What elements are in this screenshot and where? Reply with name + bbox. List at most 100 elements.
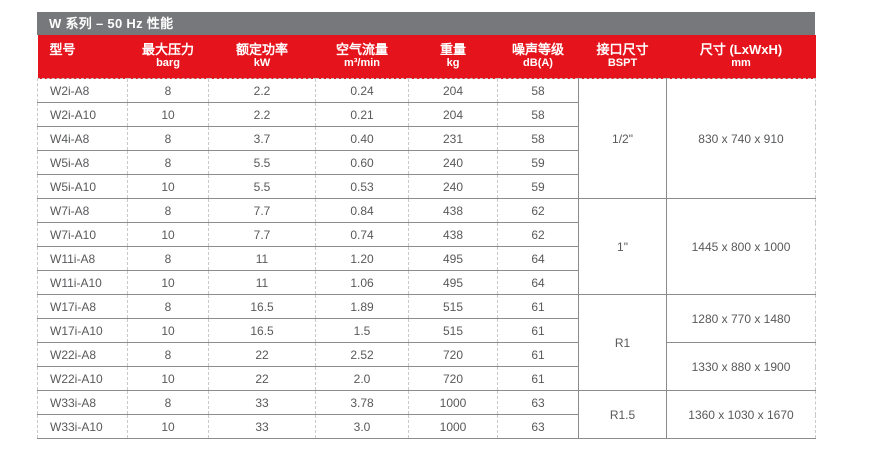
airflow-cell: 3.0 [315,414,409,439]
pressure-cell: 8 [127,150,209,175]
power-cell: 3.7 [208,126,316,151]
pressure-cell: 8 [127,294,209,319]
model-cell: W4i-A8 [37,126,128,151]
column-label: 尺寸 (LxWxH) [699,42,783,57]
noise-cell: 59 [497,174,579,199]
noise-cell: 58 [497,102,579,127]
connection-size-cell: 1/2" [578,78,667,199]
table-row: W17i-A8 8 16.5 1.89 515 61 R1 1280 x 770 x 1480 [37,294,816,391]
model-cell: W2i-A8 [37,78,128,103]
weight-cell: 204 [408,102,498,127]
column-header-connection: 接口尺寸 BSPT [578,35,667,79]
weight-cell: 515 [408,318,498,343]
power-cell: 16.5 [208,318,316,343]
connection-size-cell: R1.5 [578,390,667,439]
model-cell: W2i-A10 [37,102,128,127]
power-cell: 7.7 [208,222,316,247]
pressure-cell: 10 [127,366,209,391]
weight-cell: 240 [408,174,498,199]
model-cell: W7i-A10 [37,222,128,247]
pressure-cell: 8 [127,390,209,415]
model-cell: W33i-A10 [37,414,128,439]
column-header-power: 额定功率 kW [208,35,316,79]
weight-cell: 240 [408,150,498,175]
airflow-cell: 1.20 [315,246,409,271]
noise-cell: 64 [497,246,579,271]
power-cell: 22 [208,366,316,391]
power-cell: 5.5 [208,174,316,199]
page-title: W 系列 – 50 Hz 性能 [49,16,174,31]
connection-size-cell: R1 [578,294,667,391]
spec-sheet: W 系列 – 50 Hz 性能 型号 最大压力 barg 额定功率 [37,12,816,439]
power-cell: 11 [208,270,316,295]
model-cell: W22i-A8 [37,342,128,367]
column-unit: BSPT [607,57,638,69]
table-row: W17i-A10 10 16.5 1.5 515 61 [37,318,816,343]
airflow-cell: 1.5 [315,318,409,343]
airflow-cell: 0.53 [315,174,409,199]
airflow-cell: 0.24 [315,78,409,103]
noise-cell: 63 [497,414,579,439]
table-row: W5i-A8 8 5.5 0.60 240 59 [37,150,816,175]
weight-cell: 438 [408,222,498,247]
model-cell: W7i-A8 [37,198,128,223]
noise-cell: 58 [497,126,579,151]
model-cell: W17i-A8 [37,294,128,319]
column-unit: dB(A) [523,57,553,69]
pressure-cell: 8 [127,198,209,223]
power-cell: 11 [208,246,316,271]
airflow-cell: 0.40 [315,126,409,151]
table-row: W22i-A10 10 22 2.0 720 61 [37,366,816,391]
power-cell: 2.2 [208,102,316,127]
spec-table-body: W2i-A8 8 2.2 0.24 204 58 1/2" 830 x 740 x 910 W2… [37,78,816,439]
pressure-cell: 10 [127,102,209,127]
airflow-cell: 2.52 [315,342,409,367]
airflow-cell: 3.78 [315,390,409,415]
dimensions-cell: 1330 x 880 x 1900 [666,342,816,391]
weight-cell: 231 [408,126,498,151]
table-row: W2i-A10 10 2.2 0.21 204 58 [37,102,816,127]
power-cell: 16.5 [208,294,316,319]
table-row: W4i-A8 8 3.7 0.40 231 58 [37,126,816,151]
table-row: W2i-A8 8 2.2 0.24 204 58 1/2" 830 x 740 x 910 [37,78,816,199]
pressure-cell: 8 [127,342,209,367]
noise-cell: 62 [497,222,579,247]
noise-cell: 64 [497,270,579,295]
column-label: 额定功率 [235,42,288,57]
airflow-cell: 2.0 [315,366,409,391]
table-row: W33i-A10 10 33 3.0 1000 63 [37,414,816,439]
airflow-cell: 0.21 [315,102,409,127]
table-row: W7i-A10 10 7.7 0.74 438 62 [37,222,816,247]
noise-cell: 61 [497,318,579,343]
column-header-dimensions: 尺寸 (LxWxH) mm [666,35,816,79]
power-cell: 2.2 [208,78,316,103]
weight-cell: 438 [408,198,498,223]
table-header: 型号 最大压力 barg 额定功率 kW 空气流量 m³/min [37,35,816,79]
column-header-model: 型号 [37,35,128,79]
power-cell: 22 [208,342,316,367]
airflow-cell: 1.06 [315,270,409,295]
dimensions-cell: 830 x 740 x 910 [666,78,816,199]
column-header-pressure: 最大压力 barg [127,35,209,79]
column-unit: mm [731,57,751,69]
model-cell: W17i-A10 [37,318,128,343]
power-cell: 33 [208,390,316,415]
column-header-airflow: 空气流量 m³/min [315,35,409,79]
noise-cell: 61 [497,342,579,367]
airflow-cell: 0.60 [315,150,409,175]
dimensions-cell: 1280 x 770 x 1480 [666,294,816,343]
pressure-cell: 8 [127,246,209,271]
weight-cell: 720 [408,366,498,391]
noise-cell: 61 [497,294,579,319]
noise-cell: 61 [497,366,579,391]
noise-cell: 58 [497,78,579,103]
column-label: 重量 [439,42,466,57]
column-unit: kg [446,57,460,69]
column-header-weight: 重量 kg [408,35,498,79]
pressure-cell: 10 [127,318,209,343]
column-unit: m³/min [343,57,381,69]
column-label: 最大压力 [141,42,194,57]
weight-cell: 1000 [408,390,498,415]
table-row: W5i-A10 10 5.5 0.53 240 59 [37,174,816,199]
